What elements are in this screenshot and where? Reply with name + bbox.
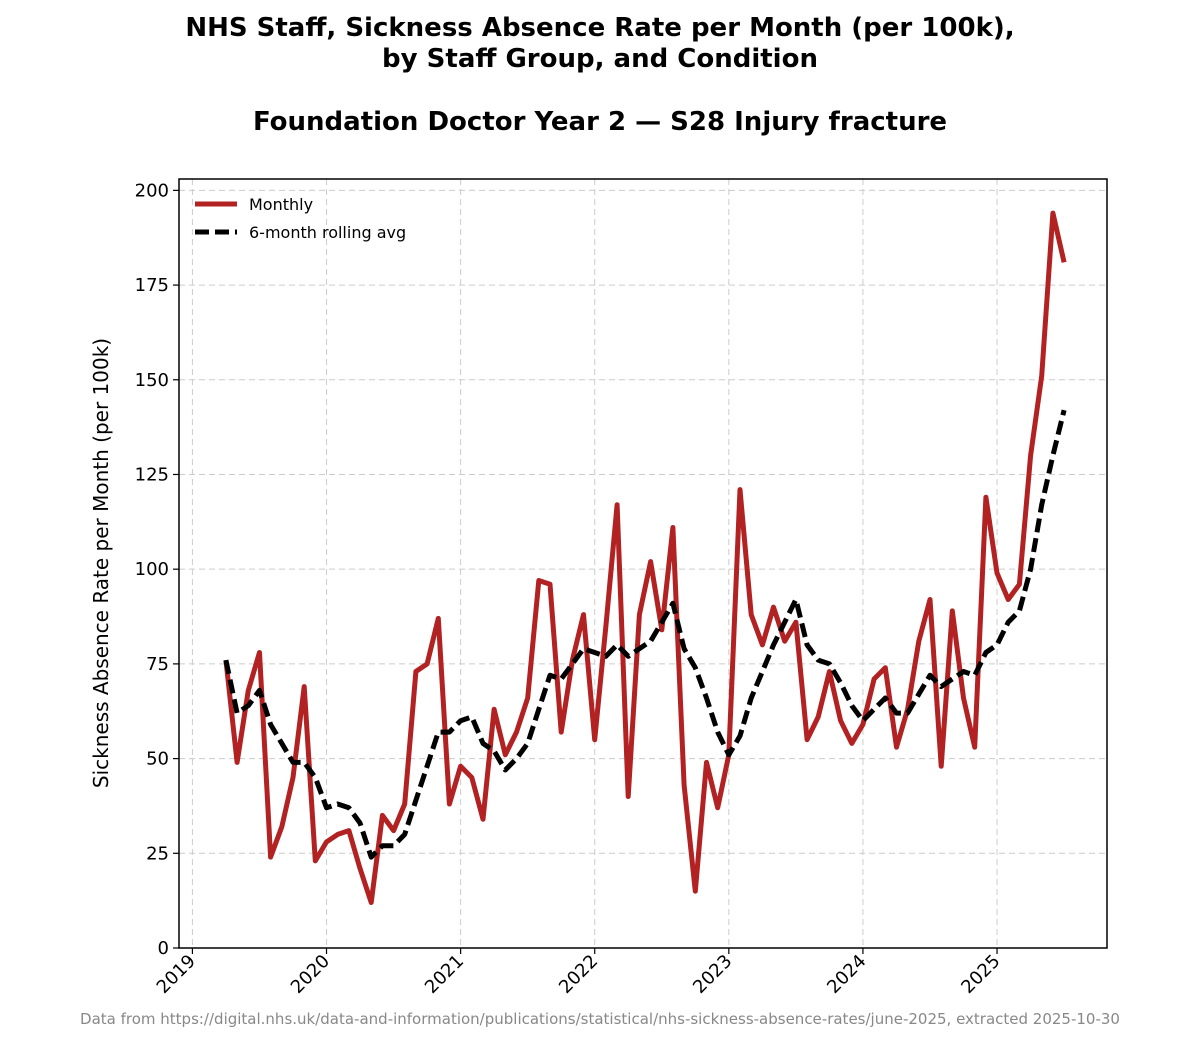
y-tick-label: 200 — [135, 180, 169, 201]
plot-area-frame — [178, 178, 1108, 949]
y-tick-label: 0 — [158, 938, 169, 959]
y-tick-label: 25 — [146, 843, 169, 864]
legend: Monthly 6-month rolling avg — [195, 195, 406, 242]
y-axis-label: Sickness Absence Rate per Month (per 100… — [89, 338, 113, 788]
chart-subtitle: Foundation Doctor Year 2 — S28 Injury fr… — [253, 107, 947, 137]
series-line-monthly — [223, 210, 1067, 905]
y-tick-label: 100 — [135, 559, 169, 580]
y-tick-label: 150 — [135, 370, 169, 391]
y-tick-label: 50 — [146, 749, 169, 770]
x-tick-label: 2024 — [823, 951, 870, 998]
x-tick-label: 2023 — [689, 951, 736, 998]
y-tick-label: 125 — [135, 464, 169, 485]
y-tick-label: 75 — [146, 654, 169, 675]
chart-title-line-2: by Staff Group, and Condition — [382, 44, 818, 74]
legend-label-rolling: 6-month rolling avg — [249, 223, 406, 242]
grid — [179, 179, 1107, 949]
y-tick-label: 175 — [135, 275, 169, 296]
legend-label-monthly: Monthly — [249, 195, 313, 214]
x-tick-label: 2025 — [957, 951, 1004, 998]
series-line-rolling-avg — [223, 409, 1067, 860]
series-layer — [223, 210, 1067, 905]
data-source-footer: Data from https://digital.nhs.uk/data-an… — [80, 1010, 1120, 1028]
x-tick-label: 2020 — [287, 951, 334, 998]
chart-title-line-1: NHS Staff, Sickness Absence Rate per Mon… — [185, 13, 1014, 43]
x-tick-label: 2022 — [555, 951, 602, 998]
x-tick-label: 2021 — [421, 951, 468, 998]
